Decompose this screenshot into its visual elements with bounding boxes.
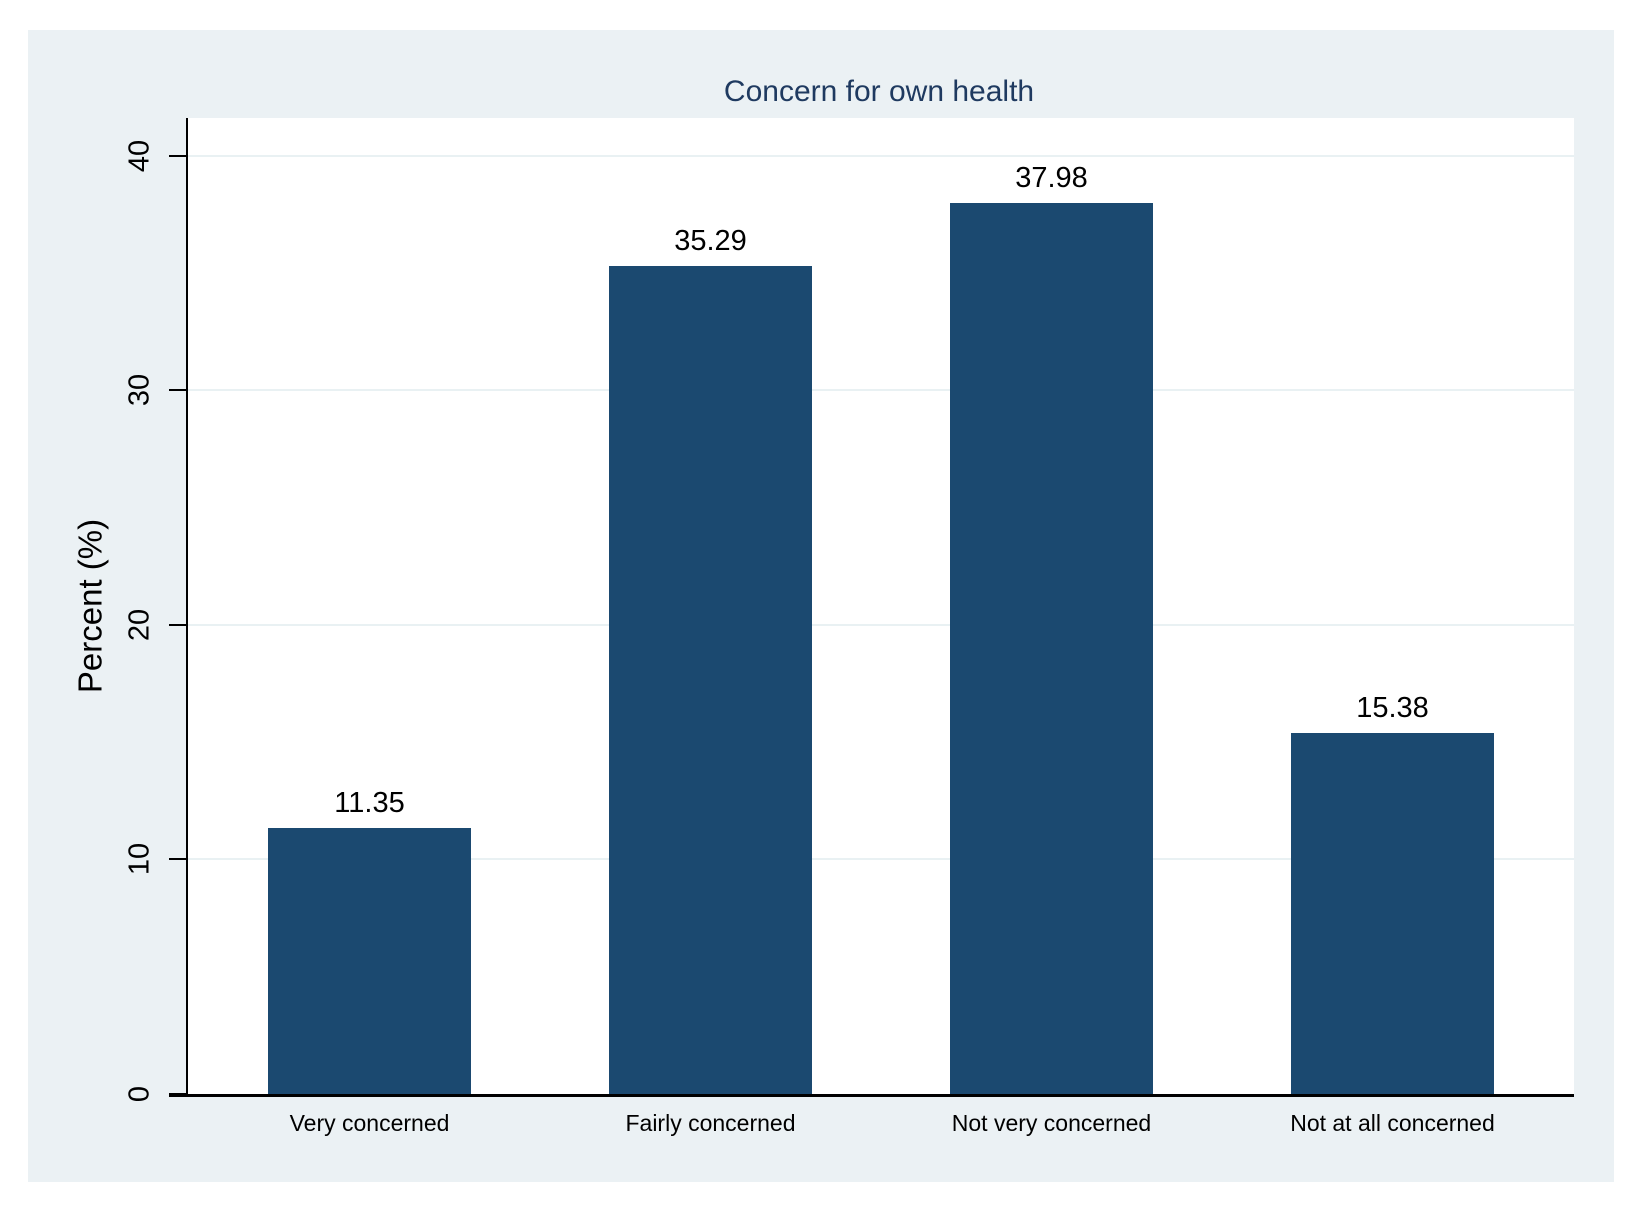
gridline [188,154,1574,157]
gridline [188,623,1574,626]
y-tick-label: 10 [123,843,156,876]
bar-value-label: 15.38 [1356,692,1429,725]
bar [609,266,812,1094]
x-category-label: Very concerned [289,1110,450,1136]
y-tick-label: 0 [123,1085,156,1103]
x-category-label: Not very concerned [951,1110,1152,1136]
y-tick-label: 20 [123,608,156,641]
x-category-label: Fairly concerned [625,1110,796,1136]
bar [1291,733,1494,1094]
x-axis-line [169,1094,1574,1097]
gridline [188,389,1574,392]
gridline [188,858,1574,861]
bar-value-label: 35.29 [674,225,747,258]
x-category-label: Not at all concerned [1290,1110,1495,1136]
y-tick [169,858,186,861]
bar-value-label: 37.98 [1015,161,1088,194]
bar [268,827,471,1094]
chart-title: Concern for own health [723,75,1035,108]
y-tick [169,1093,186,1095]
y-tick-label: 30 [123,374,156,407]
y-tick [169,389,186,392]
y-axis-title: Percent (%) [71,518,109,694]
y-tick [169,154,186,157]
bar [950,202,1153,1094]
bar-value-label: 11.35 [334,786,405,819]
chart-canvas: Concern for own health Percent (%) 0 10 20… [28,30,1614,1182]
y-tick-label: 40 [123,139,156,172]
plot-area: 0 10 20 30 40 11.35 Very concerned 35.29 Fairly … [124,118,1574,1136]
y-tick [169,623,186,626]
